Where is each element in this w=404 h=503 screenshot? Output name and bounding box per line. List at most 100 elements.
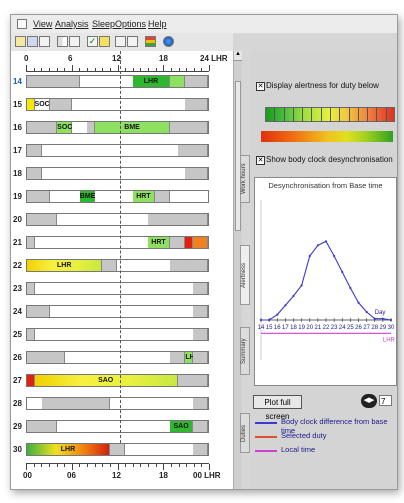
duty-segment[interactable]: HRT bbox=[132, 191, 156, 202]
sleep-segment[interactable] bbox=[155, 191, 171, 202]
duty-bar[interactable]: LHR bbox=[26, 351, 209, 364]
duty-segment[interactable]: LHR bbox=[27, 260, 103, 271]
grid-icon[interactable] bbox=[57, 36, 68, 47]
duty-segment[interactable]: LHR bbox=[27, 444, 110, 455]
menu-options[interactable]: Options bbox=[115, 19, 147, 29]
open-icon[interactable] bbox=[15, 36, 26, 47]
window-system-icon[interactable] bbox=[17, 19, 27, 29]
sleep-segment[interactable] bbox=[192, 352, 208, 363]
sleep-segment[interactable] bbox=[170, 260, 208, 271]
duty-segment[interactable]: HRT bbox=[147, 237, 171, 248]
table-row[interactable]: 24 bbox=[11, 303, 233, 323]
export-icon[interactable] bbox=[115, 36, 126, 47]
table-row[interactable]: 20 bbox=[11, 211, 233, 231]
tab-duties[interactable]: Duties bbox=[240, 413, 250, 453]
sleep-segment[interactable] bbox=[102, 260, 118, 271]
sleep-segment[interactable] bbox=[192, 421, 208, 432]
flag-icon[interactable] bbox=[99, 36, 110, 47]
sleep-segment[interactable] bbox=[170, 237, 186, 248]
table-row[interactable]: 22 LHR bbox=[11, 257, 233, 277]
menu-analysis[interactable]: Analysis bbox=[55, 19, 89, 29]
menu-help[interactable]: Help bbox=[148, 19, 167, 29]
tab-alertness[interactable]: Alertness bbox=[240, 245, 250, 305]
duty-segment[interactable]: SOC bbox=[57, 122, 73, 133]
sleep-segment[interactable] bbox=[177, 145, 208, 156]
table-row[interactable]: 19 BME HRT bbox=[11, 188, 233, 208]
sleep-segment[interactable] bbox=[27, 421, 58, 432]
duty-bar[interactable]: SOC bbox=[26, 98, 209, 111]
duty-bar[interactable]: LHR bbox=[26, 75, 209, 88]
duty-bar[interactable]: HRT bbox=[26, 236, 209, 249]
duty-segment[interactable]: LHR bbox=[132, 76, 171, 87]
duty-bar[interactable] bbox=[26, 397, 209, 410]
display-alertness-checkbox[interactable]: ✕ bbox=[256, 82, 265, 91]
table-row[interactable]: 17 bbox=[11, 142, 233, 162]
sleep-segment[interactable] bbox=[192, 398, 208, 409]
table-row[interactable]: 26 LHR bbox=[11, 349, 233, 369]
duty-bar[interactable] bbox=[26, 282, 209, 295]
sleep-segment[interactable] bbox=[109, 444, 126, 455]
globe-icon[interactable] bbox=[163, 36, 174, 47]
duty-bar[interactable] bbox=[26, 144, 209, 157]
duty-bar[interactable]: BME HRT bbox=[26, 190, 209, 203]
duty-bar[interactable]: LHR bbox=[26, 259, 209, 272]
sleep-segment[interactable] bbox=[170, 122, 208, 133]
table-row[interactable]: 29 SAO bbox=[11, 418, 233, 438]
table-row[interactable]: 21 HRT bbox=[11, 234, 233, 254]
sleep-segment[interactable] bbox=[27, 329, 35, 340]
duty-bar[interactable]: SAO bbox=[26, 420, 209, 433]
tab-work-hours[interactable]: Work hours bbox=[240, 155, 250, 203]
duty-bar[interactable]: LHR bbox=[26, 443, 209, 456]
sleep-segment[interactable] bbox=[27, 145, 43, 156]
sleep-segment[interactable] bbox=[42, 398, 110, 409]
tab-summary[interactable]: Summary bbox=[240, 327, 250, 375]
bars-icon[interactable] bbox=[145, 36, 156, 47]
duty-bar[interactable] bbox=[26, 167, 209, 180]
duty-segment[interactable]: SAO bbox=[34, 375, 178, 386]
sleep-segment[interactable] bbox=[192, 329, 208, 340]
duty-bar[interactable] bbox=[26, 305, 209, 318]
sleep-segment[interactable] bbox=[27, 99, 35, 110]
table-row[interactable]: 28 bbox=[11, 395, 233, 415]
duty-segment[interactable]: LHR bbox=[185, 352, 200, 363]
check-icon[interactable]: ✓ bbox=[87, 36, 98, 47]
print-icon[interactable] bbox=[39, 36, 50, 47]
spinner-value-field[interactable]: 7 bbox=[379, 395, 392, 406]
save-icon[interactable] bbox=[27, 36, 38, 47]
sleep-segment[interactable] bbox=[192, 306, 208, 317]
sleep-segment[interactable] bbox=[177, 375, 208, 386]
sleep-segment[interactable] bbox=[185, 76, 208, 87]
sleep-segment[interactable] bbox=[27, 283, 35, 294]
menu-view[interactable]: View bbox=[33, 19, 53, 29]
sleep-segment[interactable] bbox=[170, 352, 186, 363]
sleep-segment[interactable] bbox=[27, 191, 50, 202]
table-row[interactable]: 18 bbox=[11, 165, 233, 185]
duty-bar[interactable]: SOC BME bbox=[26, 121, 209, 134]
sleep-segment[interactable] bbox=[27, 375, 35, 386]
sleep-segment[interactable] bbox=[27, 122, 58, 133]
table-row[interactable]: 14 LHR bbox=[11, 73, 233, 93]
sleep-segment[interactable] bbox=[192, 283, 208, 294]
sleep-segment[interactable] bbox=[27, 214, 58, 225]
sleep-segment[interactable] bbox=[49, 99, 73, 110]
scroll-up-arrow[interactable]: ▲ bbox=[234, 51, 242, 61]
menu-sleep[interactable]: Sleep bbox=[92, 19, 116, 29]
duty-segment[interactable]: BME bbox=[79, 191, 96, 202]
spinner-arrows-icon[interactable]: ◀▶ bbox=[361, 394, 377, 408]
table-row[interactable]: 25 bbox=[11, 326, 233, 346]
sleep-segment[interactable] bbox=[27, 76, 80, 87]
duty-bar[interactable] bbox=[26, 328, 209, 341]
sleep-segment[interactable] bbox=[185, 99, 208, 110]
sleep-segment[interactable] bbox=[185, 168, 208, 179]
sleep-segment[interactable] bbox=[192, 237, 208, 248]
sleep-segment[interactable] bbox=[27, 237, 35, 248]
duty-bar[interactable] bbox=[26, 213, 209, 226]
sleep-segment[interactable] bbox=[27, 168, 43, 179]
table-row[interactable]: 15 SOC bbox=[11, 96, 233, 116]
settings-icon[interactable] bbox=[127, 36, 138, 47]
table-row[interactable]: 27 SAO bbox=[11, 372, 233, 392]
duty-bar[interactable]: SAO bbox=[26, 374, 209, 387]
sleep-segment[interactable] bbox=[147, 214, 208, 225]
table-row[interactable]: 16 SOC BME bbox=[11, 119, 233, 139]
duty-segment[interactable]: SOC bbox=[34, 99, 50, 110]
